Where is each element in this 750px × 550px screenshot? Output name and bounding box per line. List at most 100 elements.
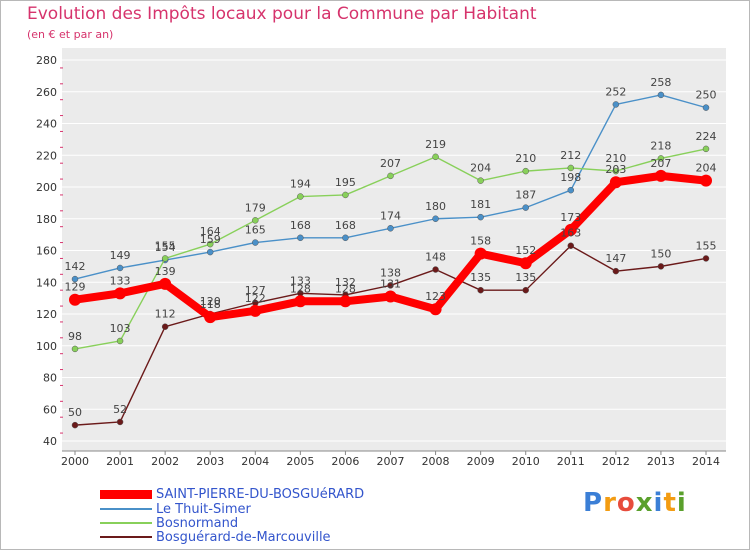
y-tick-label: 240 [36,118,57,131]
x-tick-label: 2009 [467,455,495,468]
data-label: 133 [290,274,311,287]
plot-background [62,48,726,451]
data-point [432,153,439,161]
x-tick-label: 2002 [151,455,179,468]
data-point [204,311,217,324]
legend-label: Bosnormand [156,515,239,531]
data-point [114,287,127,300]
legend-swatch [100,536,152,538]
data-point [657,155,665,162]
x-tick-label: 2008 [422,455,450,468]
legend-item: Bosguérard-de-Marcouville [100,529,331,545]
data-label: 135 [515,271,536,284]
data-point [564,223,577,236]
data-point [206,248,214,256]
data-point [702,255,710,262]
data-label: 52 [113,403,127,416]
data-point [522,286,529,294]
data-point [612,267,620,275]
data-point [69,293,81,306]
data-label: 163 [560,227,581,240]
y-tick-label: 260 [36,86,57,99]
data-point [387,225,394,232]
data-label: 165 [245,224,266,237]
data-label: 168 [290,219,311,232]
chart-title: Evolution des Impôts locaux pour la Comm… [27,4,537,24]
y-tick-label: 140 [36,276,57,289]
data-label: 142 [65,260,86,273]
data-point [384,290,397,303]
x-tick-label: 2005 [286,455,314,468]
y-tick-label: 180 [36,213,57,226]
data-label: 148 [425,251,446,264]
data-label: 159 [200,233,221,246]
data-label: 147 [605,252,626,265]
legend-swatch [100,508,152,510]
data-label: 132 [335,276,356,289]
y-tick-label: 160 [36,245,57,258]
data-label: 181 [470,198,491,211]
data-point [387,282,394,289]
legend-label: Le Thuit-Simer [156,501,251,517]
proxiti-logo: Proxiti [583,488,687,518]
data-point [477,286,484,294]
data-label: 187 [515,189,536,202]
data-point [252,217,259,224]
data-label: 150 [650,247,671,260]
data-label: 98 [68,330,82,343]
y-tick-label: 60 [43,403,57,416]
data-label: 129 [65,281,86,294]
data-label: 164 [200,225,221,238]
data-point [474,247,487,260]
data-label: 207 [380,157,401,170]
data-label: 155 [696,239,717,252]
data-label: 210 [605,152,626,165]
data-point [429,303,442,316]
data-label: 128 [290,282,311,295]
legend-item: SAINT-PIERRE-DU-BOSGUéRARD [100,486,365,502]
data-point [657,91,665,99]
data-label: 127 [245,284,266,297]
y-tick-label: 80 [43,372,57,385]
x-tick-label: 2004 [241,455,269,468]
data-point [294,295,307,308]
data-label: 198 [560,171,581,184]
data-label: 135 [470,271,491,284]
data-point [339,295,352,308]
data-point [432,266,439,273]
legend-label: SAINT-PIERRE-DU-BOSGUéRARD [156,486,365,502]
data-point [297,234,304,242]
y-tick-label: 120 [36,308,57,321]
data-label: 133 [110,274,131,287]
data-point [116,418,124,426]
data-label: 204 [470,162,491,175]
data-point [116,337,124,345]
data-label: 154 [155,241,176,254]
data-point [654,169,667,182]
data-label: 210 [515,152,536,165]
data-label: 180 [425,200,446,213]
data-label: 103 [110,322,131,335]
data-label: 173 [560,211,581,224]
data-point [522,167,529,175]
data-point [567,186,575,194]
data-label: 138 [380,266,401,279]
data-label: 252 [605,85,626,98]
y-tick-label: 100 [36,340,57,353]
data-label: 155 [155,239,176,252]
data-point [387,172,394,180]
y-tick-label: 220 [36,149,57,162]
data-label: 174 [380,209,401,222]
x-tick-label: 2014 [692,455,720,468]
legend-label: Bosguérard-de-Marcouville [156,529,331,545]
data-label: 218 [650,139,671,152]
data-point [206,240,214,248]
data-point [432,215,439,222]
data-point [567,242,575,249]
x-tick-label: 2007 [377,455,405,468]
data-label: 204 [696,162,717,175]
data-point [519,257,532,270]
data-label: 118 [200,298,221,311]
data-label: 152 [515,244,536,257]
data-point [252,239,259,246]
